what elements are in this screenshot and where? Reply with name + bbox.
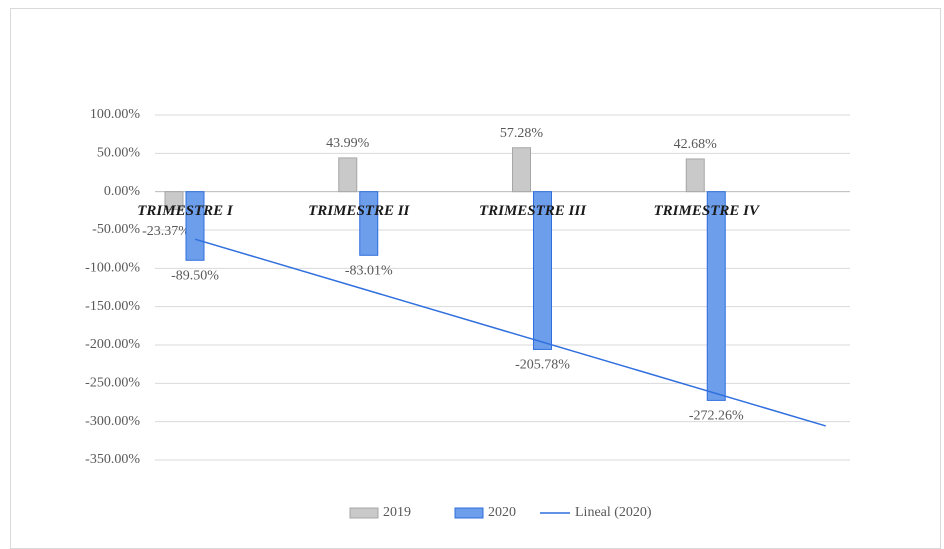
bar — [533, 191, 552, 350]
data-label: -83.01% — [345, 264, 393, 279]
data-label: -205.78% — [515, 358, 570, 373]
y-tick-label: -200.00% — [85, 337, 140, 352]
x-tick-label: TRIMESTRE I — [137, 203, 234, 219]
legend-label: 2020 — [488, 505, 516, 520]
bar — [512, 147, 531, 193]
bar — [685, 158, 705, 193]
y-tick-label: -350.00% — [85, 452, 140, 467]
x-tick-label: TRIMESTRE II — [308, 203, 410, 219]
trendline — [194, 238, 826, 427]
y-tick-label: 50.00% — [97, 146, 141, 161]
y-tick-label: -250.00% — [85, 376, 140, 391]
chart-frame — [10, 8, 941, 549]
y-tick-label: -300.00% — [85, 414, 140, 429]
y-tick-label: -150.00% — [85, 299, 140, 314]
bar — [185, 191, 205, 261]
x-tick-label: TRIMESTRE III — [479, 203, 587, 219]
data-label: -89.50% — [171, 269, 219, 284]
y-tick-label: 0.00% — [104, 184, 141, 199]
legend-swatch — [454, 507, 484, 519]
legend-label: Lineal (2020) — [575, 505, 652, 520]
data-label: 42.68% — [674, 137, 718, 152]
bar — [706, 191, 726, 401]
bar — [164, 191, 184, 211]
y-tick-label: -100.00% — [85, 261, 140, 276]
y-tick-label: 100.00% — [90, 107, 141, 122]
bar — [359, 191, 379, 256]
data-label: 57.28% — [500, 126, 544, 141]
x-tick-label: TRIMESTRE IV — [654, 203, 761, 219]
y-tick-label: -50.00% — [92, 222, 140, 237]
data-label: -272.26% — [689, 409, 744, 424]
data-label: -23.37% — [142, 224, 190, 239]
bar — [338, 157, 358, 193]
legend-label: 2019 — [383, 505, 411, 520]
legend-swatch — [349, 507, 379, 519]
data-label: 43.99% — [326, 136, 370, 151]
